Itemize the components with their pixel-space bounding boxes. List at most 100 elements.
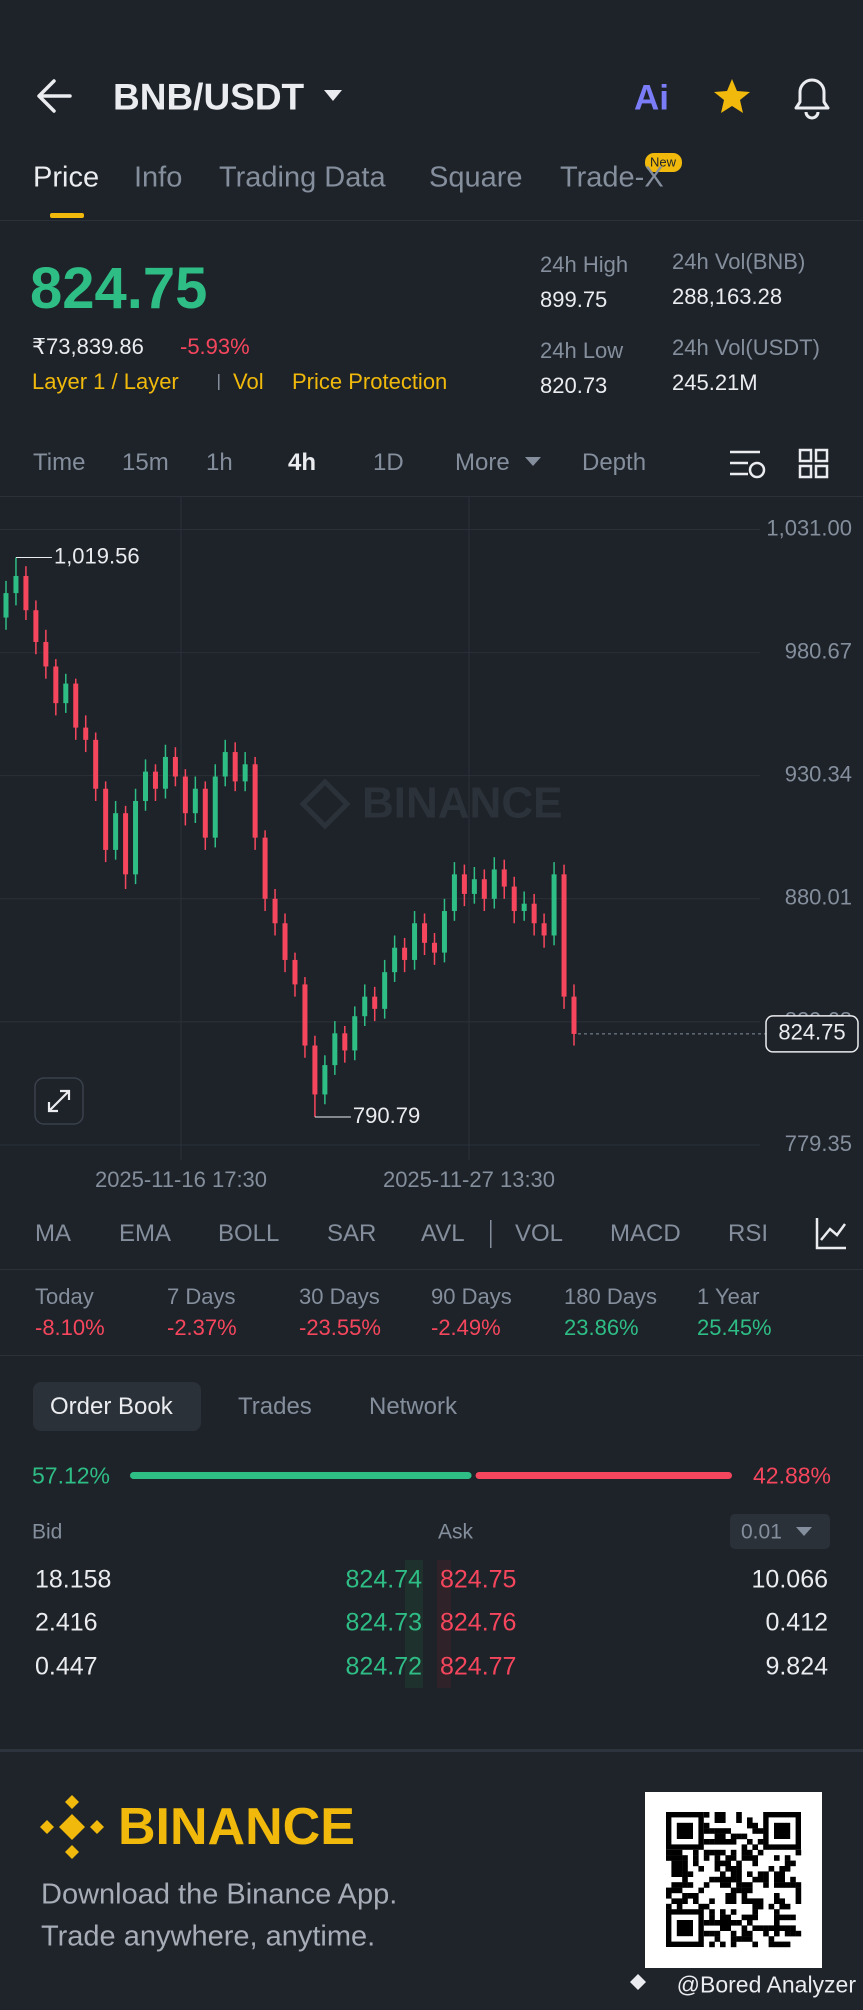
qr-module xyxy=(784,1882,791,1888)
qr-module xyxy=(741,1914,748,1921)
indicator-option[interactable]: MA xyxy=(35,1220,71,1247)
new-badge: New xyxy=(650,154,677,169)
indicator-option[interactable]: SAR xyxy=(327,1220,377,1247)
order-book-tab[interactable]: Network xyxy=(369,1393,458,1420)
candle-body xyxy=(232,752,238,782)
interval-option[interactable]: 1h xyxy=(206,449,233,476)
qr-module xyxy=(687,1882,694,1888)
qr-module xyxy=(752,1898,758,1904)
indicator-option[interactable]: MACD xyxy=(610,1220,681,1247)
nav-tab[interactable]: Price xyxy=(33,161,100,194)
tag[interactable]: Vol xyxy=(233,369,264,394)
candle-body xyxy=(551,874,557,936)
qr-module xyxy=(736,1812,742,1818)
y-tick-label: 779.35 xyxy=(785,1131,852,1156)
qr-module xyxy=(736,1833,742,1840)
bid-header: Bid xyxy=(32,1520,63,1544)
interval-option[interactable]: 4h xyxy=(288,449,317,476)
candle-body xyxy=(431,942,437,953)
qr-module xyxy=(763,1930,769,1937)
interval-option[interactable]: Depth xyxy=(582,449,647,476)
qr-module xyxy=(779,1898,785,1904)
qr-module xyxy=(676,1855,683,1861)
candle-body xyxy=(402,947,408,960)
precision-value[interactable]: 0.01 xyxy=(741,1520,782,1544)
qr-module xyxy=(714,1833,721,1840)
qr-module xyxy=(784,1903,791,1910)
interval-option[interactable]: 1D xyxy=(373,449,404,476)
qr-module xyxy=(682,1876,688,1883)
qr-module xyxy=(757,1903,764,1910)
qr-module xyxy=(752,1903,758,1910)
chart-settings-gear xyxy=(748,461,766,479)
qr-module xyxy=(779,1871,785,1877)
nav-tab[interactable]: Trading Data xyxy=(219,161,386,194)
candle-body xyxy=(143,771,149,801)
qr-module xyxy=(763,1882,769,1888)
qr-module xyxy=(682,1898,688,1904)
qr-module xyxy=(774,1882,780,1888)
chart-settings[interactable] xyxy=(730,450,760,476)
candle-body xyxy=(123,813,129,875)
nav-tab[interactable]: Square xyxy=(429,161,523,194)
candle-body xyxy=(252,764,258,838)
qr-module xyxy=(757,1876,764,1883)
nav-tab[interactable]: Trade-X xyxy=(560,161,664,194)
indicator-option[interactable]: AVL xyxy=(421,1220,465,1247)
qr-module xyxy=(774,1941,780,1948)
qr-finder-core xyxy=(774,1822,791,1839)
interval-option[interactable]: Time xyxy=(33,449,86,476)
bid-quantity: 0.447 xyxy=(35,1652,98,1681)
ai-button[interactable]: Ai xyxy=(634,78,669,118)
layout-toggle[interactable] xyxy=(798,448,829,479)
tag[interactable]: Price Protection xyxy=(292,369,448,394)
candle-body xyxy=(531,903,537,924)
divider xyxy=(0,1269,863,1270)
candle-body xyxy=(521,903,527,912)
qr-module xyxy=(693,1893,699,1899)
qr-module xyxy=(774,1893,780,1899)
alert-bell[interactable] xyxy=(794,78,830,120)
interval-option[interactable]: More xyxy=(455,449,510,476)
qr-module xyxy=(747,1936,753,1942)
qr-module xyxy=(709,1898,715,1904)
ask-quantity: 10.066 xyxy=(751,1565,828,1594)
order-book-tab[interactable]: Trades xyxy=(238,1393,312,1420)
indicator-option[interactable]: VOL xyxy=(515,1220,564,1247)
precision-select[interactable] xyxy=(730,1514,830,1549)
pair-title[interactable]: BNB/USDT xyxy=(113,76,305,118)
back-button[interactable] xyxy=(37,79,72,113)
indicator-settings[interactable] xyxy=(815,1218,847,1250)
qr-module xyxy=(757,1871,764,1877)
more-dropdown xyxy=(525,457,541,466)
nav-tab[interactable]: Info xyxy=(134,161,183,194)
interval-option[interactable]: 15m xyxy=(122,449,169,476)
new-badge-bg xyxy=(645,153,682,172)
indicator-option[interactable]: RSI xyxy=(728,1220,769,1247)
qr-module xyxy=(709,1941,715,1948)
chart-watermark: BINANCE xyxy=(299,778,562,830)
qr-module xyxy=(747,1849,753,1856)
qr-module xyxy=(676,1866,683,1872)
min-price-label: 790.79 xyxy=(353,1103,420,1128)
qr-module xyxy=(720,1925,726,1931)
qr-module xyxy=(747,1898,753,1904)
favorite-star[interactable] xyxy=(714,79,750,113)
tag[interactable]: Layer 1 / Layer xyxy=(32,369,179,394)
ask-share: 42.88% xyxy=(752,1462,831,1489)
qr-module xyxy=(730,1936,737,1942)
candle-body xyxy=(192,788,198,814)
active-tab-indicator xyxy=(50,213,84,218)
qr-module xyxy=(720,1876,726,1883)
qr-module xyxy=(747,1822,753,1829)
qr-module xyxy=(752,1925,758,1931)
qr-module xyxy=(736,1817,742,1823)
order-book-tab[interactable]: Order Book xyxy=(50,1393,173,1420)
qr-module xyxy=(698,1903,704,1910)
qr-module xyxy=(709,1920,715,1926)
indicator-option[interactable]: BOLL xyxy=(218,1220,280,1247)
max-price-label: 1,019.56 xyxy=(54,543,140,568)
indicator-option[interactable]: EMA xyxy=(119,1220,172,1247)
stat-value: 899.75 xyxy=(540,287,608,312)
qr-module xyxy=(768,1941,775,1948)
